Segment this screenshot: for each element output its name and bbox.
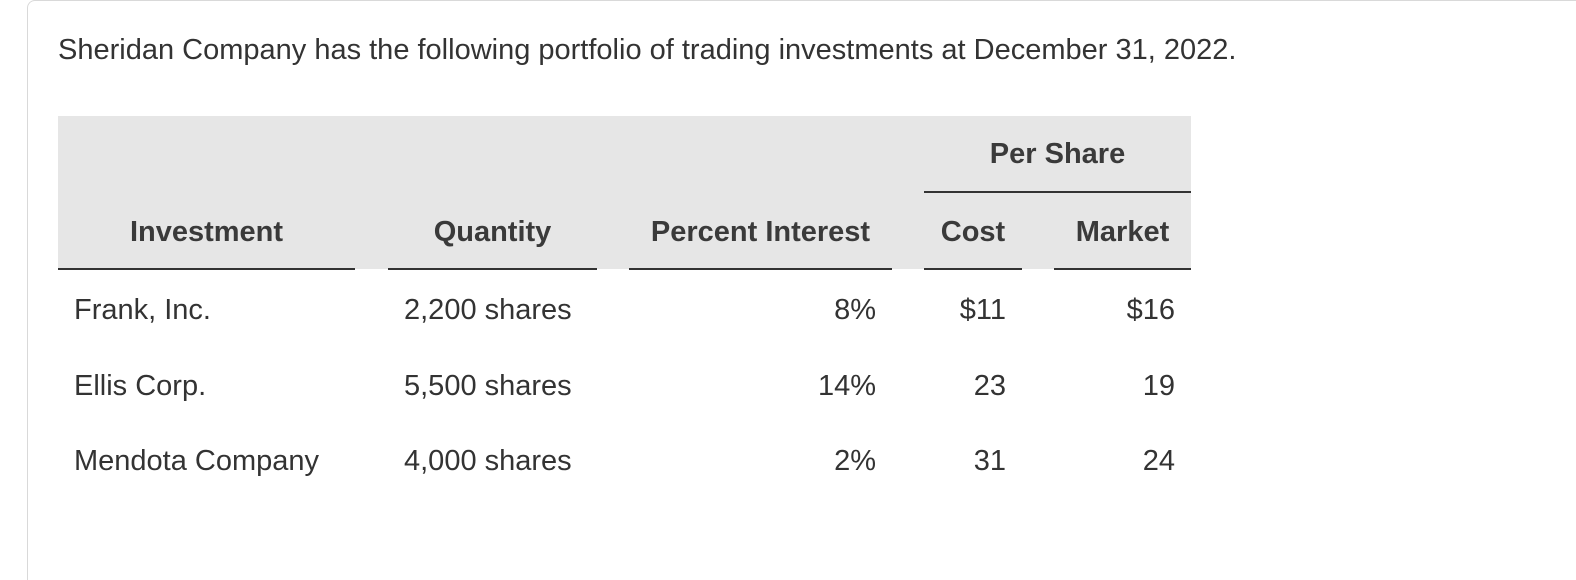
row-2-investment: Ellis Corp. xyxy=(74,370,207,402)
header-quantity: Quantity xyxy=(433,216,552,248)
content-card xyxy=(27,0,1576,580)
rule-cost xyxy=(924,268,1022,270)
rule-investment xyxy=(58,268,355,270)
row-1-market: $16 xyxy=(1126,294,1175,326)
row-1-percent-interest: 8% xyxy=(834,294,876,326)
row-2-quantity: 5,500 shares xyxy=(404,370,572,402)
row-2-cost: 23 xyxy=(973,370,1006,402)
header-investment: Investment xyxy=(129,216,284,248)
row-3-market: 24 xyxy=(1142,445,1175,477)
rule-quantity xyxy=(388,268,597,270)
header-percent-interest: Percent Interest xyxy=(650,216,871,248)
row-3-percent-interest: 2% xyxy=(834,445,876,477)
row-1-quantity: 2,200 shares xyxy=(404,294,572,326)
per-share-header: Per Share xyxy=(989,138,1126,170)
per-share-rule xyxy=(924,191,1191,193)
problem-statement: Sheridan Company has the following portf… xyxy=(58,34,1237,66)
row-2-percent-interest: 14% xyxy=(817,370,876,402)
header-cost: Cost xyxy=(940,216,1006,248)
row-2-market: 19 xyxy=(1142,370,1175,402)
rule-market xyxy=(1054,268,1191,270)
row-1-investment: Frank, Inc. xyxy=(74,294,211,326)
rule-percent-interest xyxy=(629,268,892,270)
row-3-quantity: 4,000 shares xyxy=(404,445,572,477)
row-3-investment: Mendota Company xyxy=(74,445,320,477)
row-1-cost: $11 xyxy=(959,294,1006,326)
header-market: Market xyxy=(1075,216,1170,248)
row-3-cost: 31 xyxy=(973,445,1006,477)
